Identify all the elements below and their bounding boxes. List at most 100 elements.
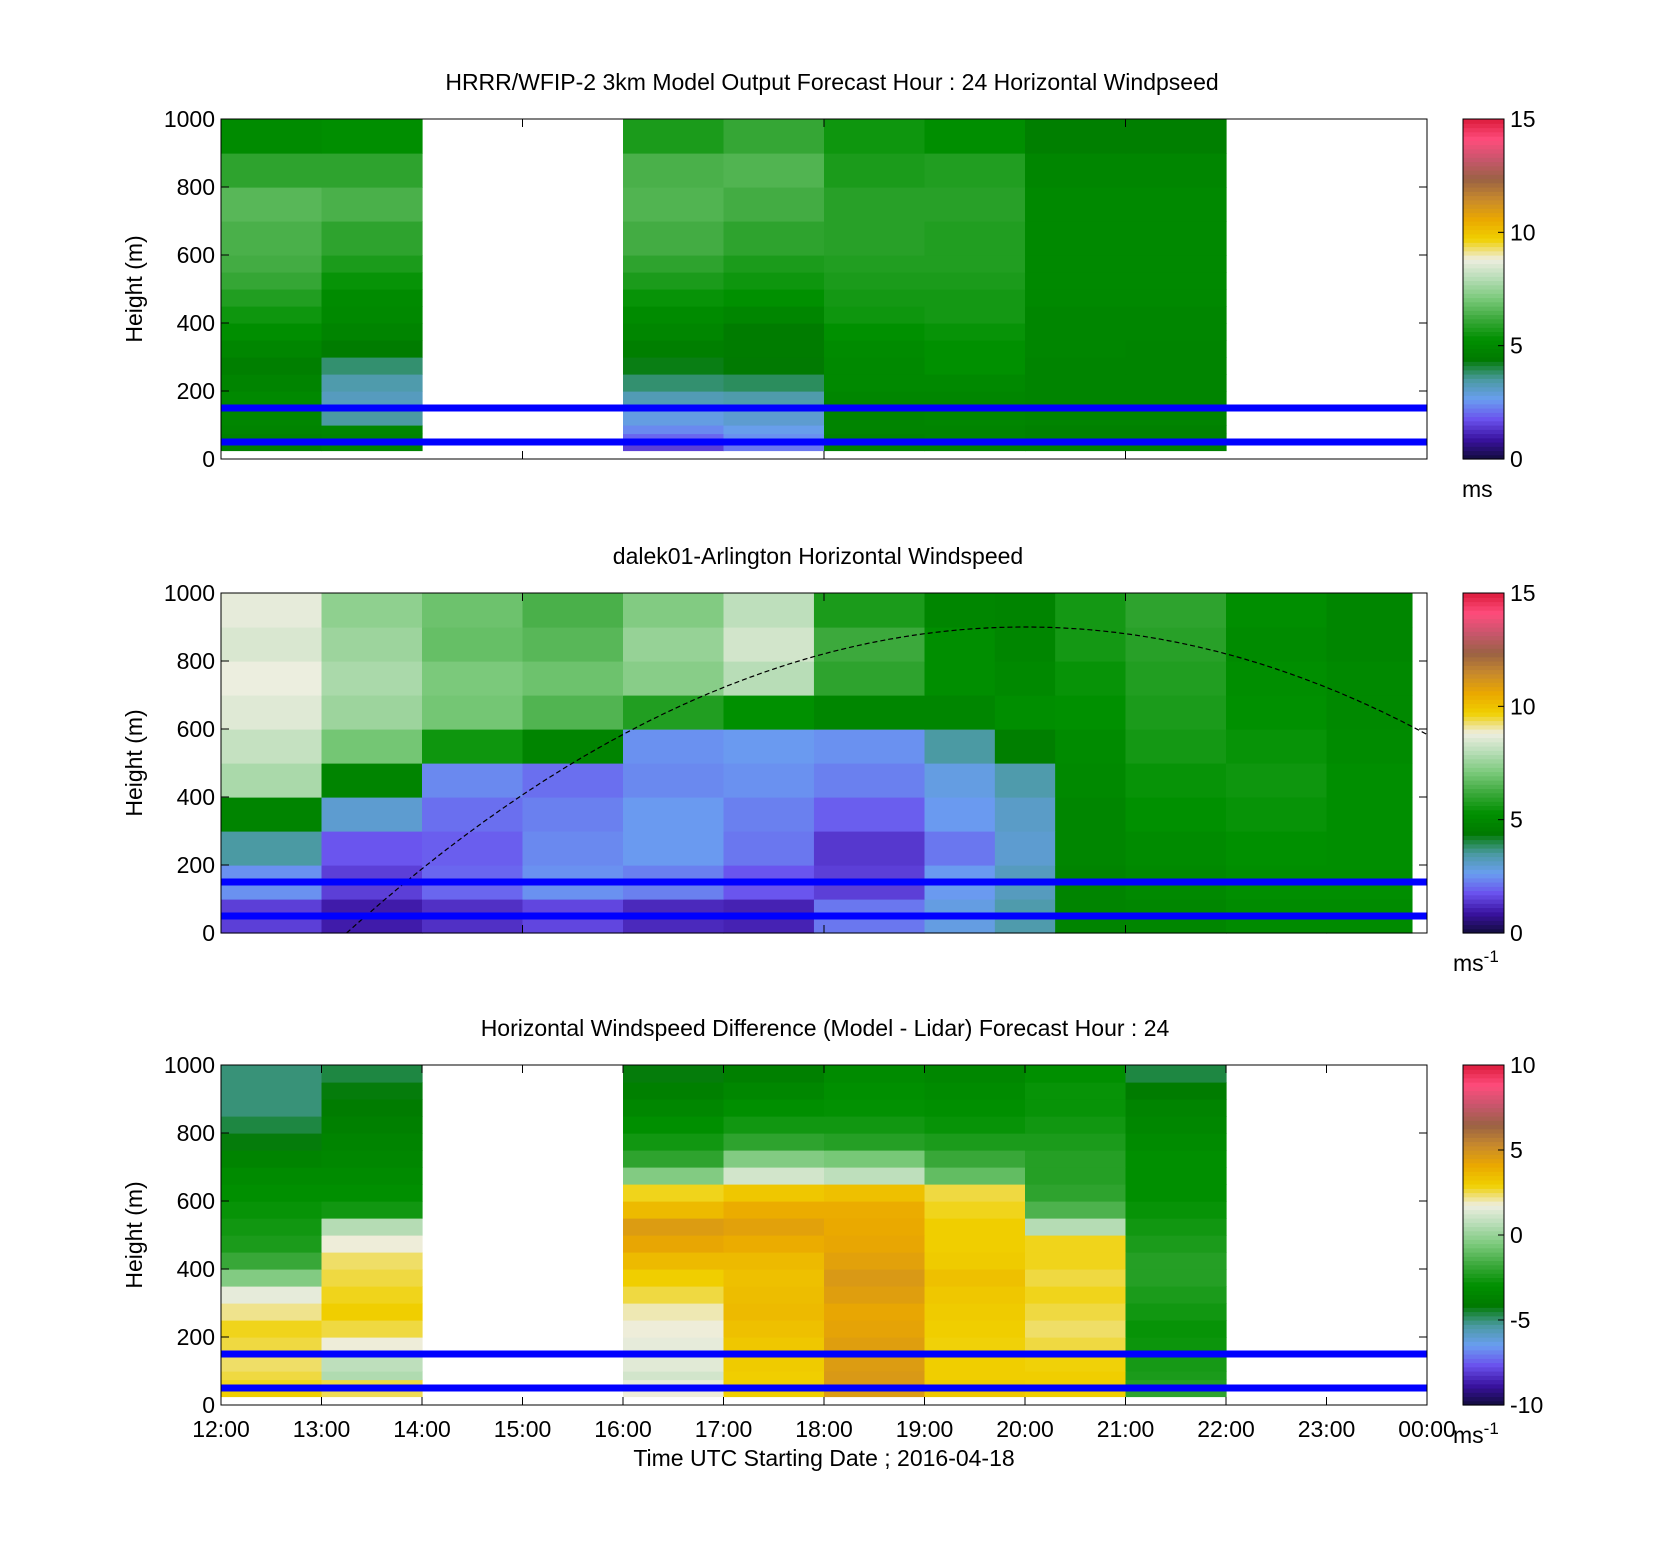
heatmap-cell [623,221,725,256]
heatmap-cell [723,221,825,256]
heatmap-cell [1125,119,1227,154]
heatmap-cell [1125,1337,1227,1355]
heatmap-cell [924,306,1026,324]
heatmap-cell [824,374,926,392]
heatmap-cell [221,1133,323,1151]
colorbar-segment [1463,835,1504,841]
heatmap-cell [623,1379,725,1389]
y-tick-label: 1000 [164,1052,215,1078]
heatmap-cell [1125,627,1227,662]
colorbar-segment [1463,928,1504,934]
colorbar-segment [1463,208,1504,214]
heatmap-cell [824,1379,926,1389]
heatmap-cell [522,729,624,764]
heatmap-cell [1326,593,1413,628]
heatmap-cell [1025,1201,1127,1219]
colorbar-segment [1463,886,1504,892]
colorbar-segment [1463,1366,1504,1372]
heatmap-cell [1025,357,1127,375]
x-tick-label: 13:00 [293,1416,351,1442]
colorbar-segment [1463,924,1504,930]
heatmap-cell [1125,1303,1227,1321]
colorbar-segment [1463,1320,1504,1325]
heatmap-cell [1326,627,1413,662]
heatmap-cell [1025,255,1127,273]
heatmap-cell [1025,306,1127,324]
colorbar-tick-label: 15 [1510,106,1536,132]
heatmap-cell [824,1065,926,1083]
colorbar-segment [1463,331,1504,337]
heatmap-cell [422,695,524,730]
heatmap-cell [723,1371,825,1381]
colorbar-segment [1463,187,1504,192]
heatmap-cell [824,391,926,409]
heatmap-cell [824,306,926,324]
colorbar-segment [1463,1065,1504,1070]
heatmap-cell [824,289,926,307]
heatmap-cell [1025,1379,1127,1389]
colorbar-segment [1463,1354,1504,1359]
heatmap-cell [924,221,1026,256]
heatmap-cell [924,374,1026,392]
colorbar-segment [1463,225,1504,231]
colorbar-segment [1463,763,1504,768]
heatmap-cell [1125,289,1227,307]
heatmap-cell [1055,661,1127,696]
colorbar-segment [1463,1307,1504,1313]
colorbar-segment [1463,920,1504,926]
heatmap-cell [221,1303,323,1321]
heatmap-cell [623,1116,725,1134]
heatmap-cell [1025,391,1127,409]
heatmap-cell [623,1303,725,1321]
colorbar-segment [1463,369,1504,375]
overlay-curve [346,626,1428,934]
colorbar-segment [1463,1243,1504,1249]
heatmap-cell [321,593,423,628]
colorbar-segment [1463,877,1504,883]
colorbar-segment [1463,911,1504,917]
heatmap-cell [723,119,825,154]
colorbar-segment [1463,720,1504,726]
colorbar-segment [1463,894,1504,900]
heatmap-cell [422,797,524,832]
colorbar-segment [1463,1264,1504,1270]
heatmap-cell [321,442,423,452]
colorbar-segment [1463,1120,1504,1126]
colorbar-segment [1463,450,1504,456]
heatmap-cell [723,797,815,832]
colorbar-tick-label: 0 [1510,1222,1523,1248]
colorbar-segment [1463,352,1504,358]
colorbar-segment [1463,280,1504,286]
heatmap-cell [924,1320,1026,1338]
heatmap-cell [824,1269,926,1287]
colorbar-segment [1463,327,1504,333]
heatmap-cell [321,272,423,290]
heatmap-cell [221,627,323,662]
heatmap-cell [321,1167,423,1185]
y-tick-label: 400 [177,310,215,336]
x-tick-label: 17:00 [695,1416,753,1442]
heatmap-cell [1226,695,1328,730]
heatmap-cell [1025,289,1127,307]
colorbar-segment [1463,1383,1504,1389]
colorbar-segment [1463,733,1504,739]
colorbar-segment [1463,314,1504,320]
heatmap-cell [623,1252,725,1270]
colorbar-segment [1463,1099,1504,1104]
heatmap-cell [1125,306,1227,324]
y-tick-label: 800 [177,174,215,200]
heatmap-cell [1125,729,1227,764]
heatmap-cell [1125,1184,1227,1202]
heatmap-cell [813,661,926,696]
heatmap-cell [623,187,725,222]
heatmap-cell [723,153,825,188]
heatmap-cell [1125,433,1227,443]
heatmap-cell [1125,695,1227,730]
colorbar-segment [1463,873,1504,879]
colorbar-segment [1463,195,1504,201]
y-axis-label: Height (m) [121,235,147,342]
colorbar-segment [1463,848,1504,853]
heatmap-cell [321,1099,423,1117]
heatmap-cell [1055,729,1127,764]
colorbar-segment [1463,250,1504,256]
